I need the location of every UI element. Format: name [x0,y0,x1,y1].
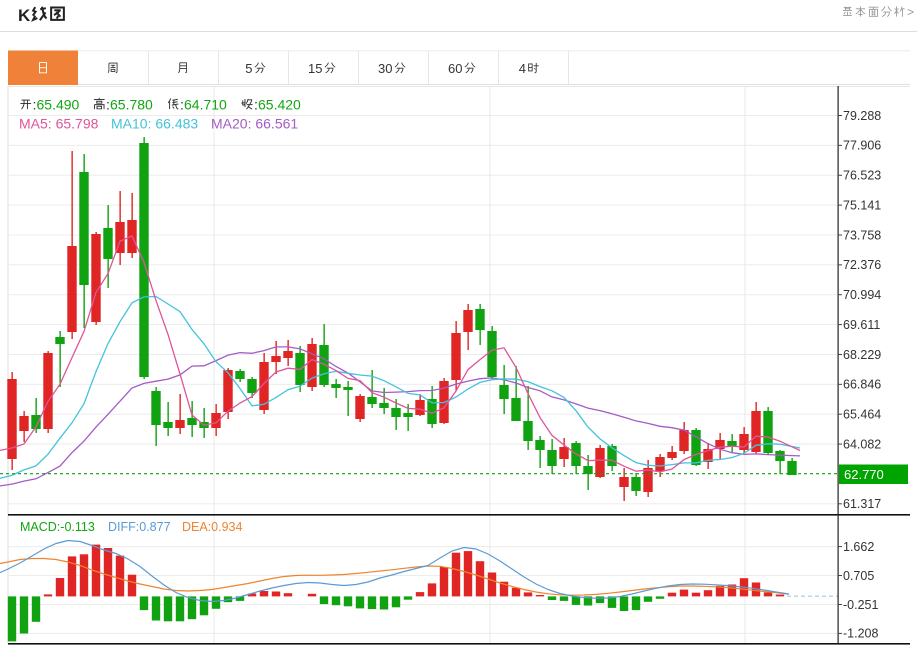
svg-text:65.420: 65.420 [258,97,301,113]
svg-text:4: 4 [519,61,526,76]
svg-text:61.317: 61.317 [843,497,881,511]
svg-text:5: 5 [245,61,252,76]
svg-text:MA20: 66.561: MA20: 66.561 [211,116,298,132]
svg-text:MA5: 65.798: MA5: 65.798 [19,116,99,132]
svg-text:>: > [907,5,914,19]
svg-text:15: 15 [308,61,322,76]
svg-text:64.710: 64.710 [184,97,227,113]
svg-text:-0.251: -0.251 [843,598,878,612]
svg-text:75.141: 75.141 [843,198,881,212]
svg-text:-1.208: -1.208 [843,627,878,641]
svg-text:72.376: 72.376 [843,258,881,272]
svg-text:65.490: 65.490 [37,97,80,113]
svg-text:65.780: 65.780 [110,97,153,113]
svg-text::: : [106,97,110,113]
svg-text:76.523: 76.523 [843,169,881,183]
svg-text::: : [254,97,258,113]
svg-text:MA10: 66.483: MA10: 66.483 [111,116,198,132]
svg-text:65.464: 65.464 [843,408,881,422]
svg-text:DIFF:0.877: DIFF:0.877 [108,520,171,534]
svg-text::: : [180,97,184,113]
svg-text:73.758: 73.758 [843,228,881,242]
svg-text:62.770: 62.770 [844,467,884,482]
svg-text:1.662: 1.662 [843,540,874,554]
svg-text:30: 30 [378,61,392,76]
svg-text:70.994: 70.994 [843,288,881,302]
svg-text:68.229: 68.229 [843,348,881,362]
svg-text:79.288: 79.288 [843,109,881,123]
svg-text:64.082: 64.082 [843,437,881,451]
svg-text:0.705: 0.705 [843,569,874,583]
svg-text:77.906: 77.906 [843,139,881,153]
svg-text:K: K [18,6,31,25]
svg-text:69.611: 69.611 [843,318,880,332]
svg-text:DEA:0.934: DEA:0.934 [182,520,243,534]
svg-text:66.846: 66.846 [843,378,881,392]
svg-text::: : [33,97,37,113]
svg-text:60: 60 [448,61,462,76]
svg-text:MACD:-0.113: MACD:-0.113 [20,520,95,534]
